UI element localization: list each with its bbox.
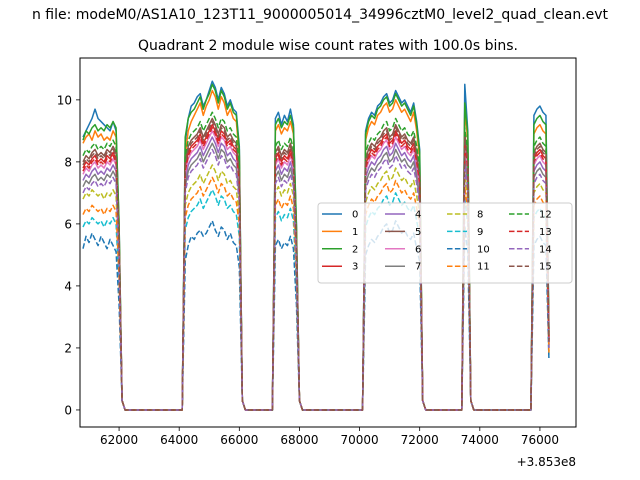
figure-suptitle: n file: modeM0/AS1A10_123T11_9000005014_…	[32, 7, 609, 23]
legend-label-0: 0	[352, 210, 358, 221]
x-tick-label: 62000	[100, 433, 138, 447]
y-tick-label: 0	[64, 403, 72, 417]
legend-frame	[317, 202, 573, 284]
y-axis: 0 2 4 6 8 10	[57, 93, 80, 417]
legend-label-12: 12	[539, 210, 552, 221]
x-tick-label: 70000	[340, 433, 378, 447]
legend-label-8: 8	[477, 210, 483, 221]
legend-label-11: 11	[477, 262, 490, 273]
axes-frame	[79, 57, 577, 428]
x-tick-label: 66000	[220, 433, 258, 447]
legend-label-13: 13	[539, 227, 552, 238]
legend-label-10: 10	[477, 244, 490, 255]
plot-lines	[82, 80, 550, 411]
legend-label-14: 14	[539, 244, 552, 255]
x-axis: 62000 64000 66000 68000 70000 72000 74000 76000	[100, 427, 559, 447]
legend-label-15: 15	[539, 262, 552, 273]
x-tick-label: 74000	[461, 433, 499, 447]
x-tick-label: 64000	[160, 433, 198, 447]
x-tick-label: 68000	[280, 433, 318, 447]
y-tick-label: 8	[64, 155, 72, 169]
legend-label-7: 7	[415, 262, 421, 273]
legend-label-3: 3	[352, 262, 358, 273]
chart-title: Quadrant 2 module wise count rates with …	[138, 38, 518, 54]
x-offset-label: +3.853e8	[517, 455, 576, 469]
legend-label-6: 6	[415, 244, 421, 255]
x-tick-label: 76000	[521, 433, 559, 447]
legend-label-2: 2	[352, 244, 358, 255]
y-tick-label: 6	[64, 217, 72, 231]
legend-label-4: 4	[415, 210, 421, 221]
y-tick-label: 10	[57, 93, 72, 107]
x-tick-label: 72000	[401, 433, 439, 447]
legend-label-9: 9	[477, 227, 483, 238]
legend-label-5: 5	[415, 227, 421, 238]
legend-label-1: 1	[352, 227, 358, 238]
y-tick-label: 2	[64, 341, 72, 355]
y-tick-label: 4	[64, 279, 72, 293]
series-line-15	[82, 120, 550, 411]
